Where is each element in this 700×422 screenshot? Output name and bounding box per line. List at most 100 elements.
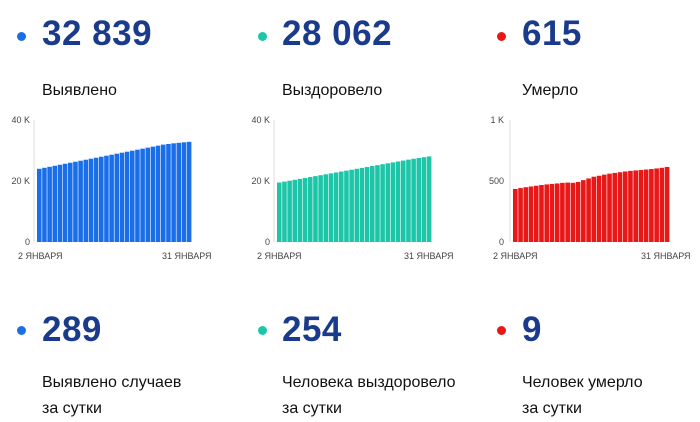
detected-daily-number: 289 xyxy=(42,310,102,349)
y-tick-label: 20 K xyxy=(251,176,270,186)
bar xyxy=(390,162,396,242)
bar xyxy=(104,155,109,242)
bar xyxy=(539,185,544,242)
y-tick-label: 1 K xyxy=(490,115,504,125)
detected-dot-icon xyxy=(17,32,26,41)
x-start-label: 2 ЯНВАРЯ xyxy=(257,251,302,261)
bar xyxy=(565,182,570,242)
recovered-daily-label-line2: за сутки xyxy=(282,400,342,417)
recovered-dot-icon xyxy=(258,32,267,41)
recovered-daily-number: 254 xyxy=(282,310,342,349)
bar xyxy=(37,168,42,242)
bar xyxy=(68,162,73,242)
bar xyxy=(406,159,411,242)
bar xyxy=(370,166,375,242)
bar xyxy=(612,172,618,242)
bar xyxy=(78,160,83,242)
bar xyxy=(659,167,665,242)
deaths-daily-label-line2: за сутки xyxy=(522,400,582,417)
bar xyxy=(114,153,120,242)
bar xyxy=(344,170,349,242)
deaths-chart: 0 500 1 K 2 ЯНВАРЯ 31 ЯНВАРЯ xyxy=(478,112,698,272)
bar xyxy=(47,166,52,242)
bar xyxy=(421,157,427,242)
deaths-daily-number: 9 xyxy=(522,310,542,349)
bar xyxy=(591,176,597,242)
bar xyxy=(375,165,380,242)
bar xyxy=(287,180,292,242)
bar xyxy=(176,142,182,242)
y-tick-label: 0 xyxy=(265,237,270,247)
x-end-label: 31 ЯНВАРЯ xyxy=(404,251,454,261)
bar xyxy=(364,166,370,242)
bar xyxy=(380,164,385,242)
bar xyxy=(643,169,649,242)
bar xyxy=(119,152,125,242)
bar xyxy=(130,150,135,242)
detected-total: 32 839 xyxy=(42,14,153,53)
bar xyxy=(99,156,104,242)
detected-daily-label-line2: за сутки xyxy=(42,400,102,417)
bar xyxy=(570,182,576,242)
bar xyxy=(638,170,644,242)
bar xyxy=(596,175,602,242)
deaths-daily-label: Человек умерло за сутки xyxy=(522,370,643,422)
deaths-label: Умерло xyxy=(522,82,579,99)
recovered-label: Выздоровело xyxy=(282,82,383,99)
bar xyxy=(57,164,63,242)
bar xyxy=(601,174,607,242)
recovered-daily-label: Человека выздоровело за сутки xyxy=(282,370,455,422)
bar xyxy=(395,161,401,242)
bar xyxy=(528,186,534,242)
bar xyxy=(161,144,166,242)
panel-deaths: 615 Умерло 0 500 1 K 2 ЯНВАРЯ 31 ЯНВАРЯ 9 Че… xyxy=(478,0,700,420)
recovered-daily-label-line1: Человека выздоровело xyxy=(282,374,456,391)
bar xyxy=(385,163,391,242)
y-tick-label: 20 K xyxy=(11,176,30,186)
deaths-dot-icon xyxy=(497,32,506,41)
bar xyxy=(664,166,670,242)
bar xyxy=(354,168,360,242)
deaths-daily-dot-icon xyxy=(497,326,506,335)
bar xyxy=(633,170,638,242)
bar xyxy=(349,169,354,242)
y-tick-label: 500 xyxy=(489,176,504,186)
bar xyxy=(42,167,47,242)
y-tick-label: 40 K xyxy=(251,115,270,125)
bar xyxy=(313,176,318,242)
bar xyxy=(581,180,586,242)
recovered-chart: 0 20 K 40 K 2 ЯНВАРЯ 31 ЯНВАРЯ xyxy=(240,112,460,272)
bar xyxy=(124,151,130,242)
y-tick-label: 0 xyxy=(25,237,30,247)
detected-daily-label-line1: Выявлено случаев xyxy=(42,374,182,391)
bar xyxy=(155,145,161,242)
bar xyxy=(308,177,313,242)
panel-recovered: 28 062 Выздоровело 0 20 K 40 K 2 ЯНВАРЯ 31 Я… xyxy=(240,0,475,420)
bar xyxy=(88,158,94,242)
bar xyxy=(575,181,581,242)
bar xyxy=(166,143,171,242)
bar xyxy=(150,146,156,242)
deaths-daily-label-line1: Человек умерло xyxy=(522,374,643,391)
bar xyxy=(513,188,518,242)
bar xyxy=(628,170,633,242)
bar xyxy=(83,159,89,242)
detected-bar-chart: 0 20 K 40 K 2 ЯНВАРЯ 31 ЯНВАРЯ xyxy=(11,115,211,261)
bar xyxy=(186,141,192,242)
bar xyxy=(297,178,303,242)
bar xyxy=(135,149,140,242)
bar xyxy=(554,183,560,242)
x-end-label: 31 ЯНВАРЯ xyxy=(641,251,691,261)
bar xyxy=(328,173,334,243)
bar xyxy=(533,185,539,242)
recovered-total: 28 062 xyxy=(282,14,393,53)
y-tick-label: 0 xyxy=(499,237,504,247)
bar xyxy=(411,158,416,242)
panel-detected: 32 839 Выявлено 0 20 K 40 K 2 ЯНВАРЯ 31 ЯНВА… xyxy=(0,0,235,420)
bar xyxy=(145,147,151,242)
bar xyxy=(426,156,432,242)
bar xyxy=(302,177,308,242)
bar xyxy=(359,167,365,242)
bar xyxy=(52,165,58,242)
detected-daily-label: Выявлено случаев за сутки xyxy=(42,370,181,422)
